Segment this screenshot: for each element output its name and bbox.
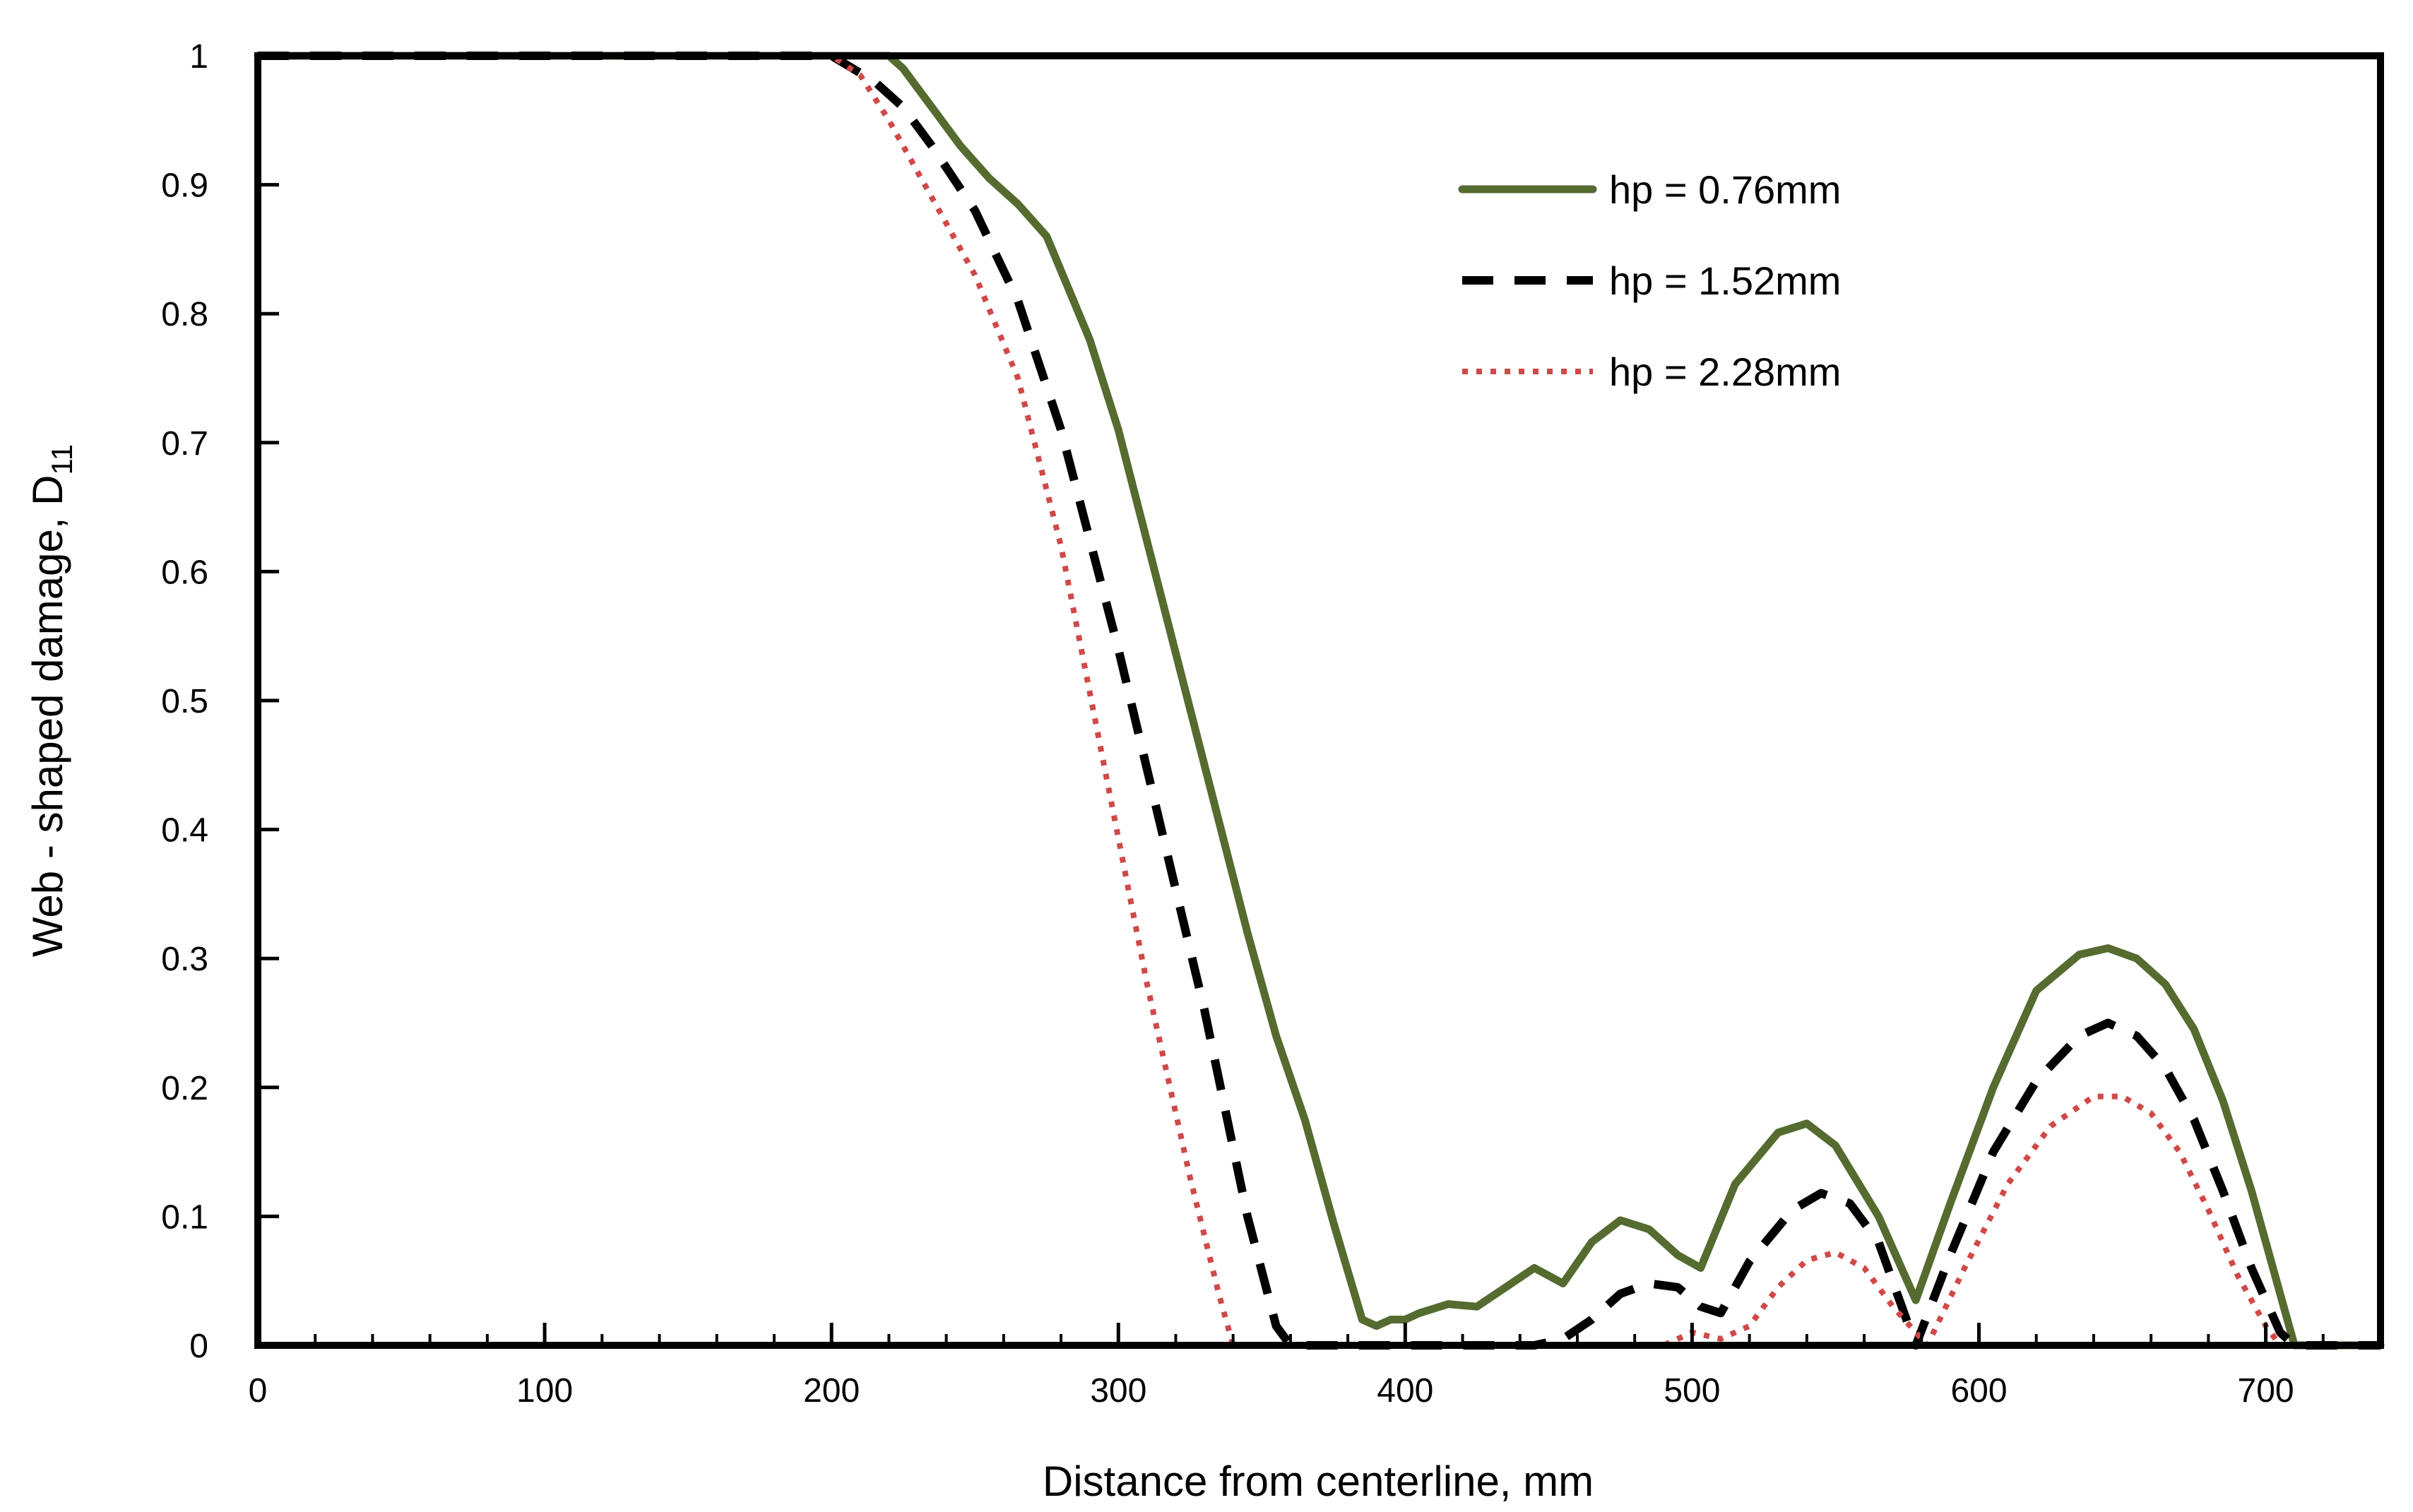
y-tick-label: 0.8 — [161, 296, 208, 333]
y-tick-label: 0.5 — [161, 683, 208, 720]
x-axis-title: Distance from centerline, mm — [1043, 1458, 1594, 1505]
axis-ticks — [256, 54, 2382, 1347]
y-axis-title-main: Web - shaped damage, D — [24, 475, 71, 957]
legend: hp = 0.76mm hp = 1.52mm hp = 2.28mm — [1458, 167, 1841, 394]
legend-label-0: hp = 0.76mm — [1609, 167, 1841, 212]
x-tick-label: 200 — [803, 1372, 860, 1410]
y-axis-title: Web - shaped damage, D11 — [24, 444, 78, 957]
y-axis-title-subscript: 11 — [45, 444, 78, 475]
y-tick-label: 0.2 — [161, 1070, 208, 1107]
plot-area-border — [254, 52, 2384, 1349]
series-layer — [254, 52, 2385, 1350]
tick-labels: 0 100 200 300 400 500 600 700 0 0.1 0.2 0.3 0.4 0.5 0.… — [161, 38, 2294, 1410]
x-tick-label: 400 — [1377, 1372, 1433, 1410]
series-line-2 — [258, 53, 2381, 1348]
y-tick-label: 0 — [189, 1328, 208, 1365]
y-tick-label: 0.9 — [161, 167, 208, 205]
y-tick-label: 0.4 — [161, 812, 208, 850]
y-tick-label: 0.3 — [161, 941, 208, 978]
x-tick-label: 300 — [1090, 1372, 1146, 1410]
series-line-1 — [258, 52, 2381, 1350]
x-tick-label: 700 — [2238, 1372, 2294, 1410]
y-tick-label: 0.7 — [161, 425, 208, 463]
x-tick-label: 500 — [1664, 1372, 1720, 1410]
y-tick-label: 0.1 — [161, 1198, 208, 1236]
x-tick-label: 100 — [516, 1372, 573, 1410]
x-tick-label: 0 — [249, 1372, 268, 1410]
y-tick-label: 1 — [189, 38, 208, 76]
y-tick-label: 0.6 — [161, 554, 208, 591]
legend-label-1: hp = 1.52mm — [1609, 258, 1841, 303]
series-line-0 — [254, 52, 2385, 1350]
x-tick-label: 600 — [1950, 1372, 2007, 1410]
legend-label-2: hp = 2.28mm — [1609, 350, 1841, 394]
